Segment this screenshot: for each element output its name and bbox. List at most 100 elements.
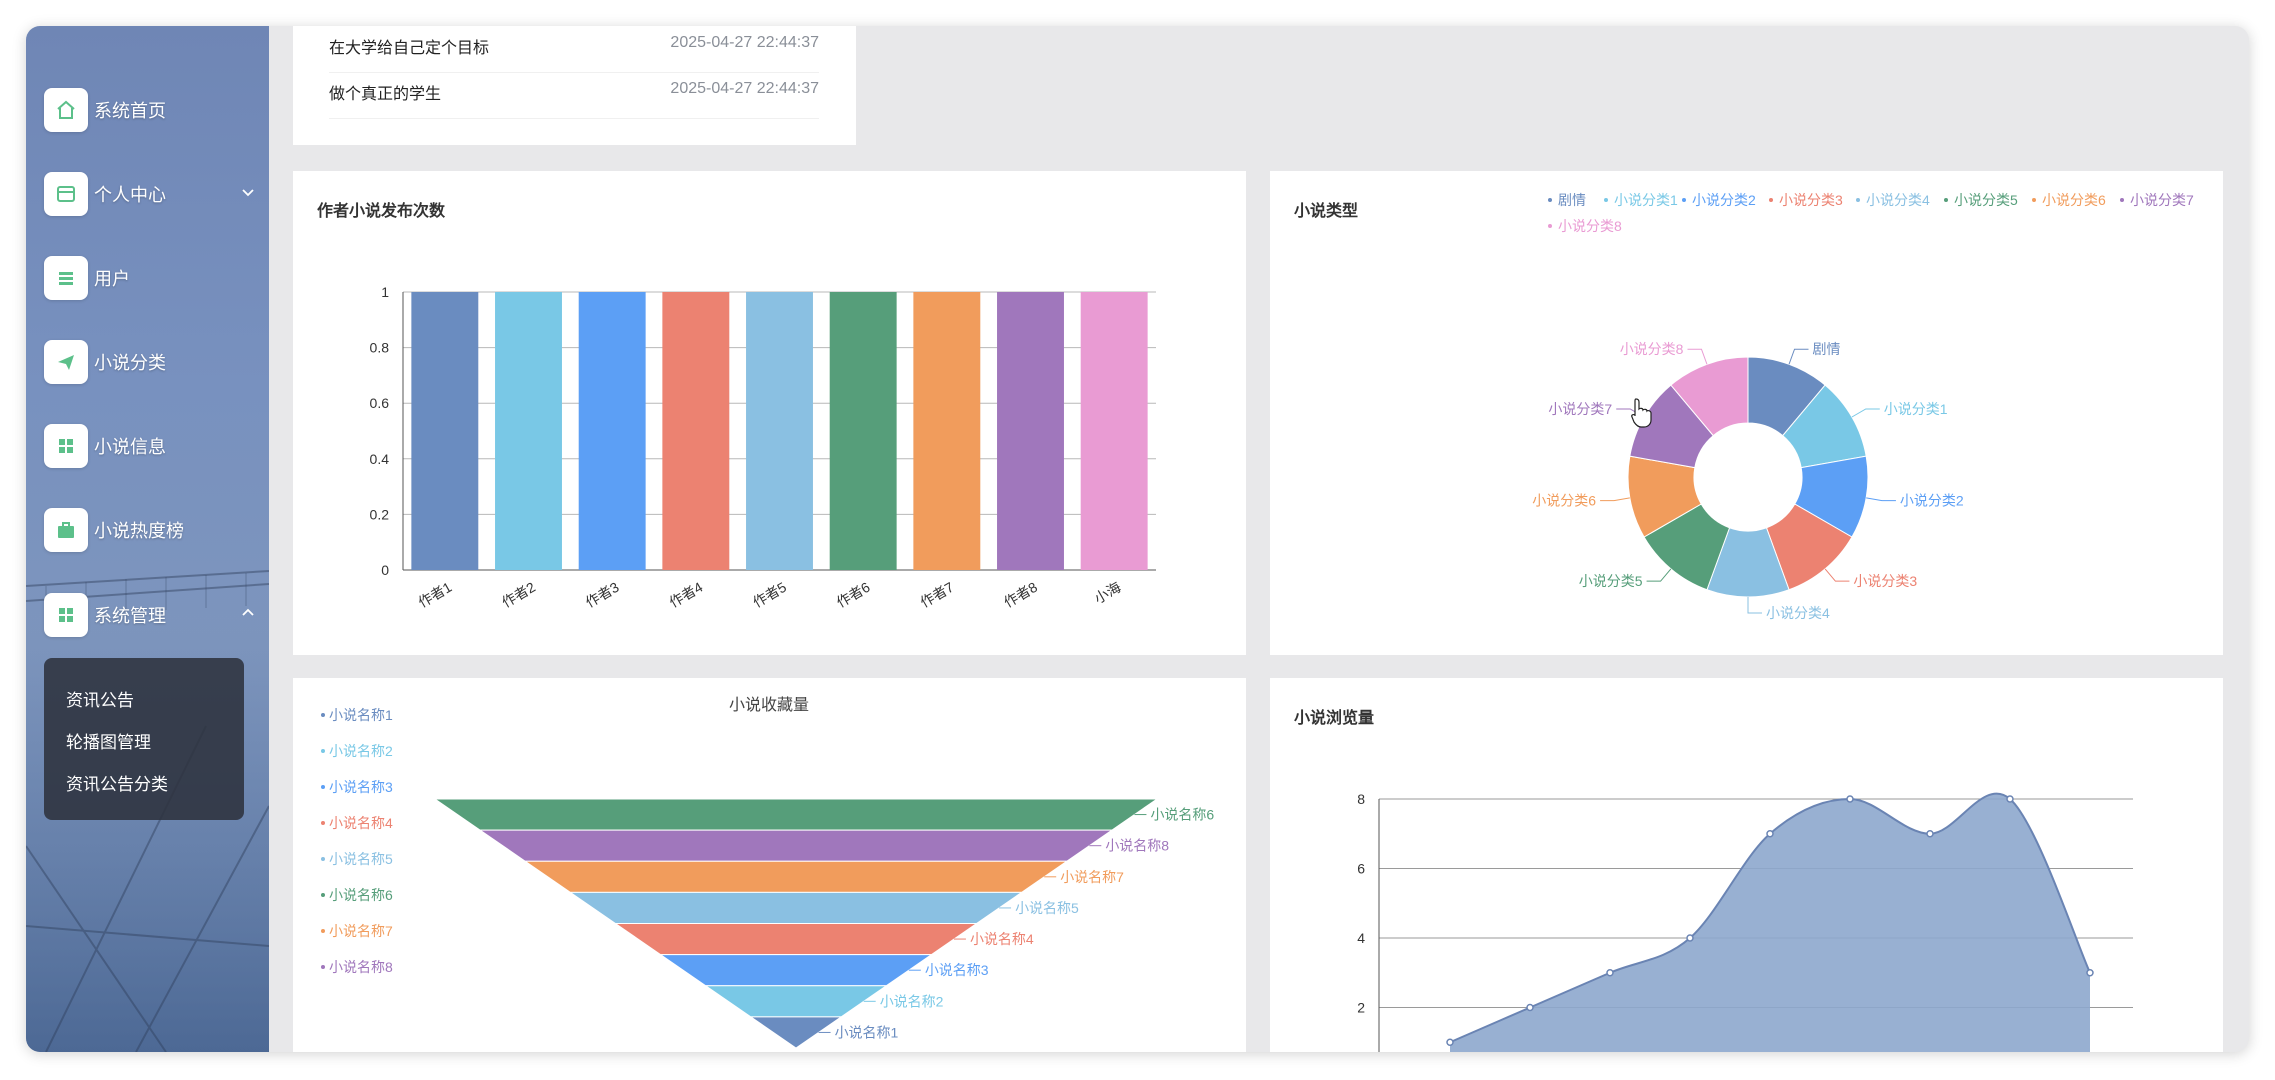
submenu-item-carousel[interactable]: 轮播图管理 (66, 733, 151, 752)
slice-label: 小说分类6 (1532, 493, 1596, 509)
news-item[interactable]: 做个真正的学生 2025-04-27 22:44:37 (329, 72, 819, 119)
label-line (1600, 497, 1630, 502)
y-tick-label: 0 (381, 562, 389, 578)
data-point (1446, 1038, 1454, 1046)
sidebar-item-home[interactable]: 系统首页 (44, 86, 264, 134)
label-line (1747, 597, 1762, 614)
bar (578, 292, 646, 570)
legend-item: 剧情 (1558, 192, 1586, 208)
legend-marker (321, 965, 325, 969)
funnel-segment (568, 891, 1024, 924)
grid-icon (44, 593, 88, 637)
segment-label: 小说名称3 (925, 962, 989, 978)
x-tick-label: 小海 (1091, 579, 1123, 607)
data-point (1926, 830, 1934, 838)
segment-label: 小说名称6 (1150, 807, 1214, 823)
segment-label: 小说名称7 (1060, 869, 1124, 885)
label-line (1824, 568, 1850, 582)
legend-marker (1604, 198, 1608, 202)
legend-marker (1944, 198, 1948, 202)
bar (495, 292, 562, 570)
segment-label: 小说名称1 (835, 1024, 899, 1040)
system-management-submenu: 资讯公告 轮播图管理 资讯公告分类 (44, 658, 244, 820)
sidebar-item-users[interactable]: 用户 (44, 254, 264, 302)
chart-title: 小说类型 (1294, 203, 1359, 220)
slice-label: 小说分类7 (1548, 401, 1612, 417)
collection-chart-panel: 小说收藏量 小说名称1 小说名称2 小说名称3 小说名称4 小说名称5 小说名称6 小说名称7… (293, 678, 1246, 1052)
bar (662, 292, 730, 570)
chevron-up-icon (242, 608, 254, 616)
bar (913, 292, 981, 570)
slice-label: 小说分类3 (1853, 573, 1917, 589)
x-tick-label: 作者8 (1001, 579, 1040, 611)
y-tick-label: 0.2 (370, 506, 390, 522)
home-icon (44, 88, 88, 132)
legend-item: 小说分类3 (1779, 192, 1843, 208)
legend-marker (321, 893, 325, 897)
news-title: 在大学给自己定个目标 (329, 40, 490, 57)
sidebar-item-label: 小说热度榜 (94, 521, 184, 541)
pie-chart: 剧情 小说分类1 小说分类2 小说分类3 小说分类4 小说分类5 小说分类6 小说分类7 小说分… (1532, 192, 2194, 621)
legend-marker (321, 857, 325, 861)
send-icon (44, 340, 88, 384)
data-point (2006, 795, 2014, 803)
segment-label: 小说名称8 (1105, 838, 1169, 854)
legend-item: 小说分类8 (1558, 218, 1622, 234)
hand-cursor-shape (1631, 398, 1652, 428)
sidebar-item-novel-ranking[interactable]: 小说热度榜 (44, 506, 264, 554)
grid-icon (44, 424, 88, 468)
legend-marker (321, 749, 325, 753)
funnel-segment (704, 985, 888, 1018)
legend-item: 小说名称2 (329, 743, 393, 759)
list-icon (44, 256, 88, 300)
legend-item: 小说分类1 (1614, 192, 1678, 208)
x-tick-label: 作者2 (499, 579, 538, 611)
submenu-item-news[interactable]: 资讯公告 (66, 691, 134, 710)
y-tick-label: 8 (1357, 791, 1365, 807)
funnel-segment (478, 829, 1114, 862)
y-tick-label: 6 (1357, 861, 1365, 877)
x-tick-label: 作者5 (750, 579, 789, 611)
legend-item: 小说分类4 (1866, 192, 1930, 208)
legend-item: 小说名称7 (329, 923, 393, 939)
sidebar-item-novel-info[interactable]: 小说信息 (44, 422, 264, 470)
bar (829, 292, 897, 570)
briefcase-icon (44, 508, 88, 552)
x-tick-label: 作者1 (415, 579, 454, 611)
submenu-item-news-category[interactable]: 资讯公告分类 (66, 775, 168, 794)
sidebar-item-novel-category[interactable]: 小说分类 (44, 338, 264, 386)
y-tick-label: 1 (381, 284, 389, 300)
data-point (1606, 969, 1614, 977)
label-line (1866, 497, 1896, 502)
views-chart-panel: 小说浏览量 02468 (1270, 678, 2223, 1052)
bar (1080, 292, 1148, 570)
funnel-segment (659, 954, 933, 987)
legend-marker (321, 929, 325, 933)
legend-item: 小说分类7 (2130, 192, 2194, 208)
y-tick-label: 4 (1357, 930, 1365, 946)
sidebar-item-label: 个人中心 (94, 185, 166, 205)
legend-marker (321, 713, 325, 717)
data-point (1846, 795, 1854, 803)
label-line (1646, 568, 1672, 582)
slice-label: 小说分类8 (1620, 341, 1684, 357)
news-date: 2025-04-27 22:44:37 (670, 80, 819, 97)
funnel-segment (613, 923, 979, 956)
legend-marker (1769, 198, 1773, 202)
segment-label: 小说名称2 (880, 993, 944, 1009)
slice-label: 小说分类4 (1766, 605, 1830, 621)
news-item[interactable]: 在大学给自己定个目标 2025-04-27 22:44:37 (329, 26, 819, 73)
sidebar-item-personal-center[interactable]: 个人中心 (44, 170, 264, 218)
sidebar-item-system-management[interactable]: 系统管理 (44, 591, 264, 639)
news-title: 做个真正的学生 (329, 86, 442, 103)
chevron-down-icon (242, 189, 254, 197)
area-chart: 02468 (1357, 791, 2133, 1052)
legend-item: 小说名称4 (329, 815, 393, 831)
sidebar-item-label: 用户 (94, 269, 130, 289)
data-point (1686, 934, 1694, 942)
slice-label: 小说分类5 (1579, 573, 1643, 589)
legend-item: 小说分类2 (1692, 192, 1756, 208)
sidebar-item-label: 小说信息 (94, 437, 166, 457)
legend-item: 小说名称6 (329, 887, 393, 903)
chart-title: 作者小说发布次数 (317, 203, 446, 220)
